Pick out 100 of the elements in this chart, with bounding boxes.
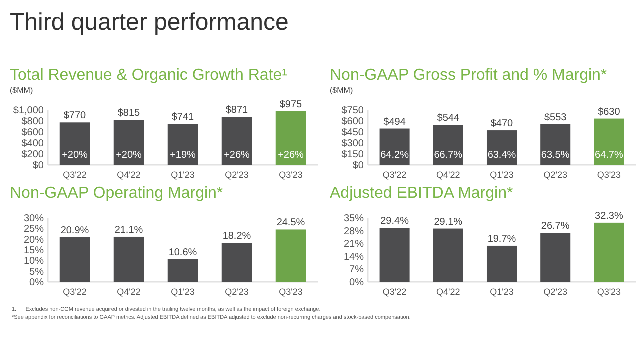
x-tick-label: Q3'23 <box>597 170 622 180</box>
x-tick-label: Q3'23 <box>597 287 622 297</box>
annotation: 64.7% <box>595 150 624 161</box>
annotation: +20% <box>116 150 142 161</box>
bar <box>433 228 464 282</box>
x-tick-label: Q4'22 <box>436 287 460 297</box>
x-tick-label: Q2'23 <box>544 170 568 180</box>
y-axis-title: ($MM) <box>10 86 34 95</box>
y-tick-label: $0 <box>32 160 44 172</box>
bar <box>168 124 198 165</box>
x-tick-label: Q1'23 <box>171 170 195 180</box>
chart-title: Non-GAAP Gross Profit and % Margin* <box>330 67 608 84</box>
data-label: 10.6% <box>168 247 198 258</box>
y-tick-label: 7% <box>350 264 364 276</box>
annotation: +20% <box>62 150 88 161</box>
data-label: $871 <box>226 105 249 116</box>
y-tick-label: $450 <box>342 128 364 138</box>
x-tick-label: Q3'22 <box>63 287 87 297</box>
y-tick-label: $300 <box>342 138 364 150</box>
annotation: 63.4% <box>488 150 516 161</box>
bar <box>540 233 571 282</box>
y-tick-label: $0 <box>352 160 364 172</box>
data-label: $470 <box>490 118 514 130</box>
data-label: $815 <box>118 108 141 120</box>
data-label: 19.7% <box>488 234 516 245</box>
y-tick-label: 30% <box>24 214 44 224</box>
x-tick-label: Q4'22 <box>436 170 460 180</box>
annotation: 64.2% <box>380 150 410 161</box>
annotation: +26% <box>278 150 304 161</box>
y-tick-label: $600 <box>342 116 364 128</box>
data-label: 20.9% <box>60 225 90 236</box>
bar <box>433 125 464 165</box>
annotation: 66.7% <box>434 150 463 161</box>
y-tick-label: 15% <box>24 246 44 256</box>
data-label: 21.1% <box>114 224 144 236</box>
y-tick-label: $400 <box>22 138 44 150</box>
x-tick-label: Q2'23 <box>225 287 249 297</box>
chart-title: Non-GAAP Operating Margin* <box>10 185 224 202</box>
x-tick-label: Q3'22 <box>382 287 407 297</box>
data-label: 29.1% <box>434 216 463 228</box>
chart-title: Total Revenue & Organic Growth Rate¹ <box>10 67 288 84</box>
data-label: $741 <box>172 112 195 124</box>
bar <box>60 237 90 282</box>
bar <box>114 236 144 282</box>
x-tick-label: Q1'23 <box>490 287 514 297</box>
bar <box>380 128 410 165</box>
data-label: $544 <box>437 113 460 124</box>
annotation: +26% <box>224 150 250 161</box>
x-tick-label: Q2'23 <box>225 170 249 180</box>
bar <box>486 246 518 282</box>
text: Third quarter performance <box>10 9 289 36</box>
bar <box>114 120 144 165</box>
data-label: $770 <box>64 110 87 122</box>
y-tick-label: 5% <box>30 266 44 278</box>
bar <box>540 124 571 165</box>
y-tick-label: $800 <box>22 116 44 128</box>
x-tick-label: Q3'23 <box>279 170 303 180</box>
bar <box>594 222 624 282</box>
data-label: 32.3% <box>595 210 624 222</box>
y-tick-label: 28% <box>344 226 364 238</box>
y-tick-label: 21% <box>344 239 364 250</box>
x-tick-label: Q3'22 <box>382 170 407 180</box>
data-label: $553 <box>544 112 568 124</box>
y-tick-label: 0% <box>30 278 44 288</box>
annotation: 63.5% <box>541 150 570 161</box>
annotation: +19% <box>170 150 196 161</box>
bar <box>380 228 410 282</box>
x-tick-label: Q4'22 <box>117 287 141 297</box>
bar <box>594 118 624 165</box>
data-label: $630 <box>598 106 621 118</box>
data-label: 24.5% <box>276 218 306 229</box>
y-tick-label: 14% <box>344 252 364 263</box>
y-tick-label: 10% <box>24 256 44 268</box>
y-tick-label: 0% <box>350 278 364 288</box>
y-tick-label: 25% <box>24 224 44 236</box>
data-label: 26.7% <box>541 221 570 232</box>
data-label: 29.4% <box>380 216 410 228</box>
x-tick-label: Q1'23 <box>490 170 514 180</box>
data-label: $975 <box>280 99 303 110</box>
y-tick-label: $200 <box>22 150 44 160</box>
bar <box>222 117 252 165</box>
x-tick-label: Q3'23 <box>279 287 303 297</box>
y-tick-label: 20% <box>24 234 44 246</box>
y-tick-label: $150 <box>342 150 364 160</box>
bar <box>486 130 518 165</box>
x-tick-label: Q2'23 <box>544 287 568 297</box>
data-label: $494 <box>384 116 406 128</box>
data-label: 18.2% <box>222 231 252 242</box>
y-axis-title: ($MM) <box>330 86 354 95</box>
x-tick-label: Q1'23 <box>171 287 195 297</box>
bar <box>276 111 306 165</box>
bar <box>222 243 252 282</box>
y-tick-label: 35% <box>344 214 364 224</box>
x-tick-label: Q3'22 <box>63 170 87 180</box>
y-tick-label: $1,000 <box>13 106 44 116</box>
y-tick-label: $750 <box>342 106 364 116</box>
bar <box>168 259 198 282</box>
bar <box>60 122 90 165</box>
y-tick-label: $600 <box>22 128 44 138</box>
x-tick-label: Q4'22 <box>117 170 141 180</box>
